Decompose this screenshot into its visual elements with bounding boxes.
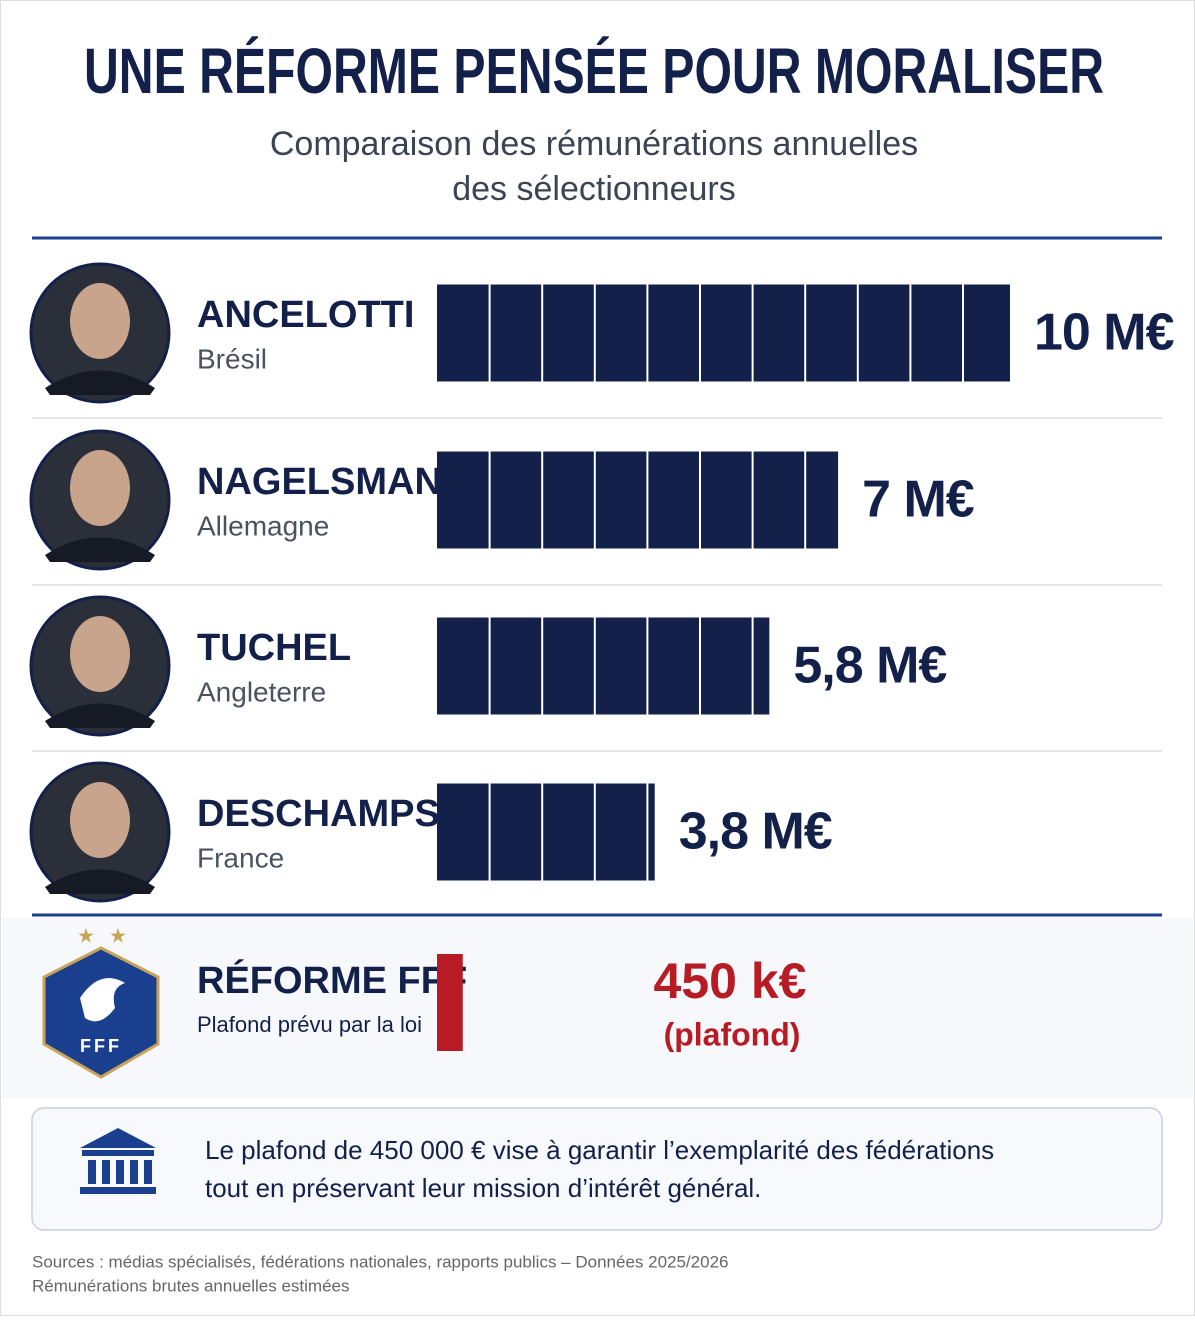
value-label: 450 k€ xyxy=(654,953,807,1009)
subtitle: Comparaison des rémunérations annuelles xyxy=(270,125,918,163)
note-text: Le plafond de 450 000 € vise à garantir … xyxy=(205,1135,994,1165)
category-label: RÉFORME FFF xyxy=(197,958,467,1002)
subtitle: des sélectionneurs xyxy=(452,170,736,208)
category-subtitle: France xyxy=(197,842,284,873)
value-label: 10 M€ xyxy=(1034,304,1174,362)
coach-face xyxy=(70,782,130,858)
star: ★ xyxy=(77,925,95,947)
category-label: DESCHAMPS xyxy=(197,793,440,835)
reform-band xyxy=(2,918,1193,1098)
star: ★ xyxy=(109,925,127,947)
coach-shoulders xyxy=(45,370,155,395)
coach-face xyxy=(70,616,130,692)
coach-shoulders xyxy=(45,869,155,894)
category-subtitle: Allemagne xyxy=(197,510,329,541)
bar xyxy=(437,451,839,549)
bar xyxy=(437,284,1010,382)
value-label: 3,8 M€ xyxy=(679,803,832,861)
category-subtitle: Plafond prévu par la loi xyxy=(197,1012,422,1037)
institution-icon xyxy=(80,1128,156,1194)
title: UNE RÉFORME PENSÉE POUR MORALISER xyxy=(84,35,1104,107)
category-subtitle: Angleterre xyxy=(197,676,326,707)
coach-face xyxy=(70,450,130,526)
bar xyxy=(437,954,463,1051)
bar xyxy=(437,617,770,715)
rooster xyxy=(80,978,125,1022)
bar xyxy=(437,783,655,881)
annotation: (plafond) xyxy=(664,1016,801,1052)
coach-shoulders xyxy=(45,703,155,728)
sources: Rémunérations brutes annuelles estimées xyxy=(32,1276,350,1295)
sources: Sources : médias spécialisés, fédération… xyxy=(32,1252,728,1271)
logo-text: FFF xyxy=(80,1036,122,1056)
category-label: ANCELOTTI xyxy=(197,294,414,336)
value-label: 5,8 M€ xyxy=(793,637,946,695)
value-label: 7 M€ xyxy=(862,471,974,529)
coach-face xyxy=(70,283,130,359)
category-label: NAGELSMANN xyxy=(197,461,469,503)
note-text: tout en préservant leur mission d’intérê… xyxy=(205,1173,761,1203)
note-box xyxy=(31,1107,1163,1231)
category-label: TUCHEL xyxy=(197,627,351,669)
coach-shoulders xyxy=(45,537,155,562)
category-subtitle: Brésil xyxy=(197,343,267,374)
